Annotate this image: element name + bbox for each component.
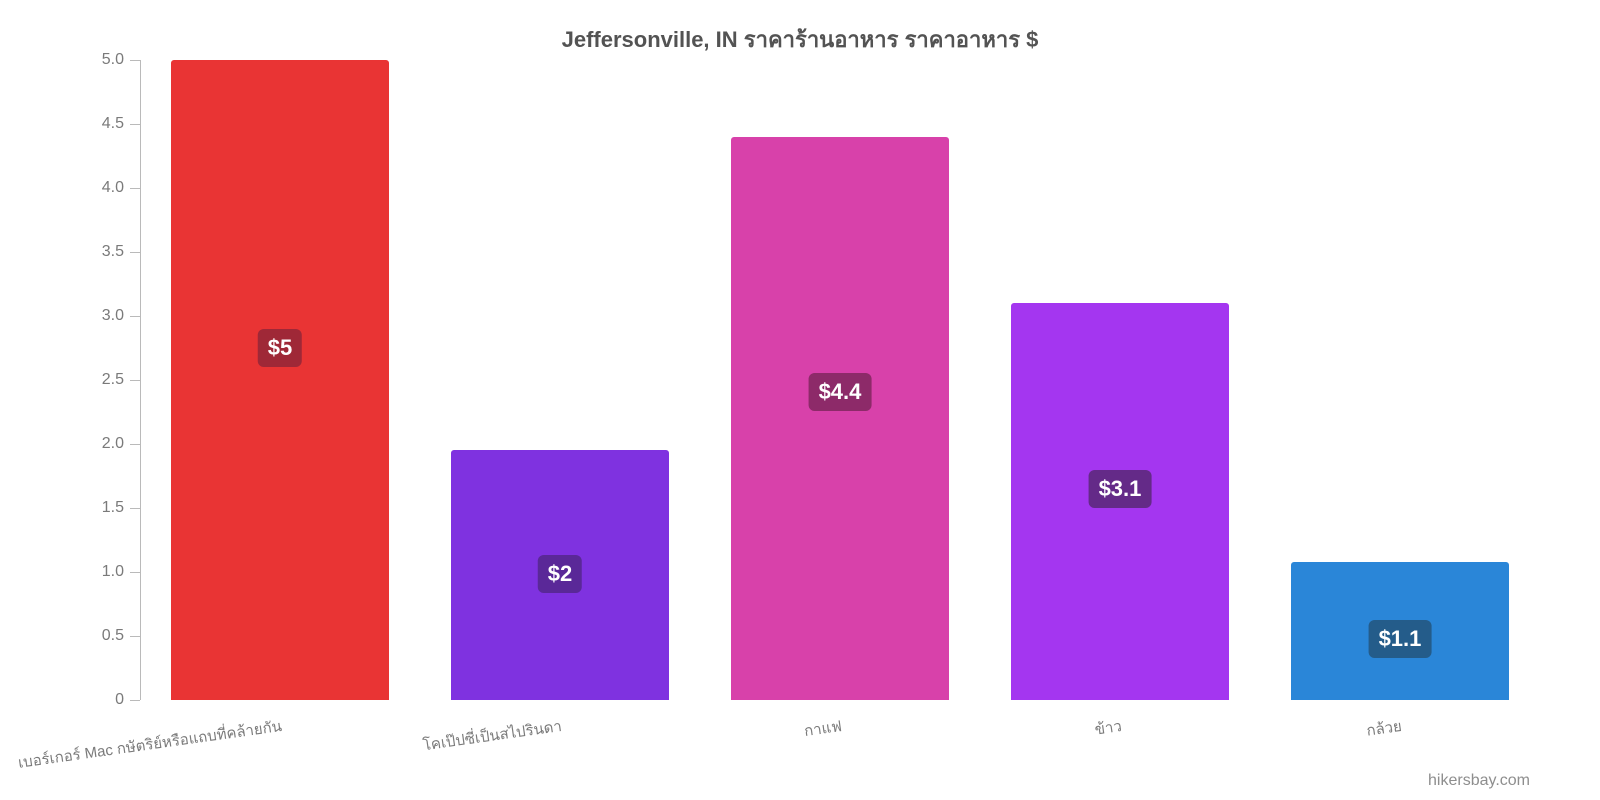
bars-layer: $5 $2 $4.4 $3.1 $1.1	[140, 60, 1540, 700]
bar-value-label: $4.4	[809, 373, 872, 411]
bar: $4.4	[731, 137, 949, 700]
y-tick-label: 3.0	[102, 307, 140, 325]
x-axis-label: ข้าว	[1093, 714, 1123, 742]
y-tick-label: 4.0	[102, 179, 140, 197]
attribution-text: hikersbay.com	[1428, 772, 1530, 790]
y-tick-label: 3.5	[102, 243, 140, 261]
bar-value-label: $1.1	[1369, 620, 1432, 658]
x-axis-label: กาแฟ	[803, 714, 844, 743]
x-axis-label: โคเป๊ปซี่เป็นสไปรินดา	[421, 714, 563, 757]
y-tick-label: 2.0	[102, 435, 140, 453]
bar: $5	[171, 60, 389, 700]
y-tick-label: 2.5	[102, 371, 140, 389]
y-tick-label: 1.0	[102, 563, 140, 581]
bar: $2	[451, 450, 669, 700]
bar-value-label: $3.1	[1089, 470, 1152, 508]
plot-area: $5$2$4.4$3.1$1.1 00.51.01.52.02.53.03.54…	[140, 60, 1540, 700]
y-tick-label: 5.0	[102, 51, 140, 69]
y-tick-label: 1.5	[102, 499, 140, 517]
x-axis-label: กล้วย	[1365, 714, 1403, 743]
bar: $3.1	[1011, 303, 1229, 700]
bar-value-label: $5	[258, 329, 302, 367]
y-tick-label: 0	[115, 691, 140, 709]
bar-value-label: $2	[538, 555, 582, 593]
y-tick-label: 0.5	[102, 627, 140, 645]
x-axis-label: เบอร์เกอร์ Mac กษัตริย์หรือแถบที่คล้ายกั…	[16, 714, 283, 775]
bar: $1.1	[1291, 562, 1509, 700]
chart-container: Jeffersonville, IN ราคาร้านอาหาร ราคาอาห…	[0, 0, 1600, 800]
x-axis-labels: เบอร์เกอร์ Mac กษัตริย์หรือแถบที่คล้ายกั…	[140, 700, 1540, 780]
chart-title: Jeffersonville, IN ราคาร้านอาหาร ราคาอาห…	[0, 0, 1600, 57]
y-tick-label: 4.5	[102, 115, 140, 133]
